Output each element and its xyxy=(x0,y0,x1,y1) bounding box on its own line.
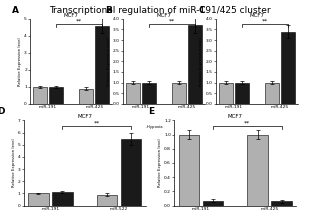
Y-axis label: Relative Expression level: Relative Expression level xyxy=(107,37,111,86)
Y-axis label: Relative Expression level: Relative Expression level xyxy=(158,139,162,187)
Text: D: D xyxy=(0,107,5,116)
Bar xyxy=(49,87,63,104)
Bar xyxy=(79,89,93,104)
Bar xyxy=(219,83,233,104)
Bar xyxy=(33,87,47,104)
Bar xyxy=(97,194,117,206)
Text: Transcriptional regulation of miR-191/425 cluster: Transcriptional regulation of miR-191/42… xyxy=(49,6,271,15)
Title: MCF7: MCF7 xyxy=(77,114,92,119)
Text: **: ** xyxy=(76,19,82,23)
Bar xyxy=(179,135,199,206)
Text: A: A xyxy=(12,6,20,15)
Title: MCF7: MCF7 xyxy=(249,13,264,18)
Bar xyxy=(247,135,268,206)
Y-axis label: Relative Expression level: Relative Expression level xyxy=(199,37,204,86)
Legend: Con., miR-10mo: Con., miR-10mo xyxy=(32,124,71,129)
Bar xyxy=(188,25,202,104)
Title: MCF7: MCF7 xyxy=(228,114,243,119)
Text: E: E xyxy=(148,107,154,116)
Y-axis label: Relative Expression level: Relative Expression level xyxy=(12,139,16,187)
Bar xyxy=(52,192,73,206)
Text: **: ** xyxy=(262,19,268,23)
Y-axis label: Relative Expression level: Relative Expression level xyxy=(18,37,22,86)
Bar xyxy=(172,83,186,104)
Text: **: ** xyxy=(244,120,250,125)
Bar xyxy=(281,32,295,104)
Bar xyxy=(203,201,223,206)
Bar xyxy=(28,193,49,206)
Text: **: ** xyxy=(94,120,100,125)
Bar xyxy=(95,26,109,104)
Bar xyxy=(126,83,140,104)
Legend: Con., 4-Hypoxia: Con., 4-Hypoxia xyxy=(125,124,163,129)
Legend: Con., ER alpha: Con., ER alpha xyxy=(218,124,253,129)
Title: MCF7: MCF7 xyxy=(64,13,79,18)
Text: B: B xyxy=(105,6,112,15)
Bar xyxy=(142,83,156,104)
Bar xyxy=(271,201,292,206)
Bar xyxy=(235,83,249,104)
Bar xyxy=(265,83,279,104)
Text: C: C xyxy=(198,6,205,15)
Text: **: ** xyxy=(169,19,175,23)
Bar xyxy=(121,139,141,206)
Title: MCF7: MCF7 xyxy=(156,13,172,18)
